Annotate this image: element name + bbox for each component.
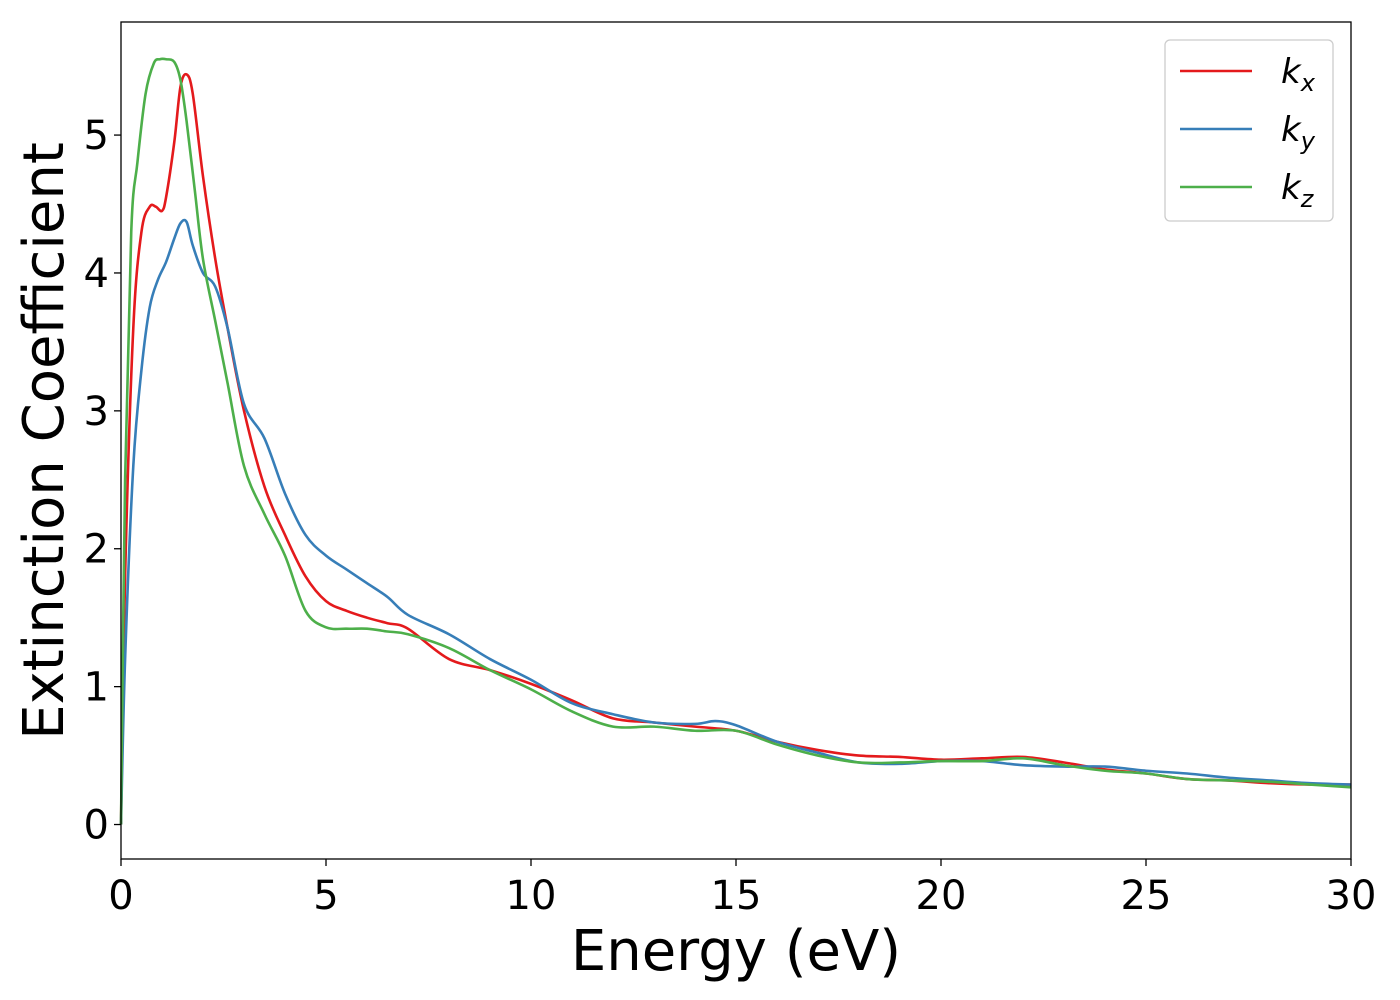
x-tick-label: 0 xyxy=(108,873,133,919)
y-tick-label: 4 xyxy=(84,251,109,297)
y-axis-ticks: 0 1 2 3 4 5 xyxy=(84,113,121,849)
y-tick-label: 0 xyxy=(84,803,109,849)
y-axis-label: Extinction Coefficient xyxy=(12,142,77,740)
x-tick-label: 5 xyxy=(313,873,338,919)
series-line-x xyxy=(119,72,1352,825)
y-tick-label: 5 xyxy=(84,113,109,159)
x-axis-ticks: 0 5 10 15 20 25 30 xyxy=(108,859,1376,919)
x-tick-label: 10 xyxy=(506,873,557,919)
legend-box xyxy=(1164,39,1334,222)
x-axis-label: Energy (eV) xyxy=(571,919,901,984)
plot-lines xyxy=(119,57,1352,825)
y-tick-label: 1 xyxy=(84,665,109,711)
y-tick-label: 3 xyxy=(84,389,109,435)
x-tick-label: 25 xyxy=(1121,873,1172,919)
y-tick-label: 2 xyxy=(84,527,109,573)
x-tick-label: 30 xyxy=(1326,873,1377,919)
series-line-y xyxy=(119,218,1352,825)
x-tick-label: 15 xyxy=(711,873,762,919)
x-tick-label: 20 xyxy=(916,873,967,919)
series-line-z xyxy=(119,57,1352,825)
